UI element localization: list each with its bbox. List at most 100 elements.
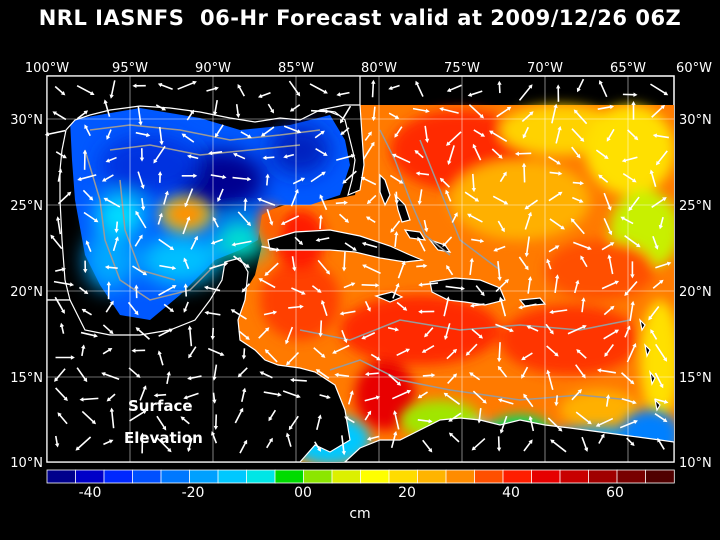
colorbar-swatch <box>616 469 647 484</box>
current-arrow-icon <box>232 176 252 182</box>
colorbar-tick-label: -40 <box>79 485 102 501</box>
current-arrow-icon <box>55 151 67 159</box>
current-arrow-icon <box>80 331 98 338</box>
current-arrow-icon <box>231 240 252 247</box>
current-arrow-icon <box>497 398 514 405</box>
current-arrow-icon <box>546 369 554 391</box>
current-arrow-icon <box>320 299 328 316</box>
current-arrow-icon <box>469 257 474 276</box>
current-arrow-icon <box>556 84 561 102</box>
current-arrow-icon <box>622 92 638 97</box>
current-arrow-icon <box>258 278 276 289</box>
current-arrow-icon <box>210 174 227 180</box>
current-arrow-icon <box>651 104 666 118</box>
current-arrow-icon <box>573 279 580 294</box>
colorbar-swatch <box>531 469 561 484</box>
current-arrow-icon <box>521 352 533 361</box>
current-arrow-icon <box>601 242 615 251</box>
colorbar-swatch <box>559 469 590 484</box>
current-arrow-icon <box>341 329 348 344</box>
current-arrow-icon <box>157 82 173 91</box>
colorbar-swatch <box>303 469 333 484</box>
current-arrow-icon <box>190 235 198 250</box>
current-arrow-icon <box>166 371 171 385</box>
current-arrow-icon <box>514 151 532 156</box>
current-arrow-icon <box>388 112 400 119</box>
current-arrow-icon <box>581 297 586 313</box>
current-arrow-icon <box>140 197 146 211</box>
lat-label-right: 25°N <box>679 199 712 214</box>
current-arrow-icon <box>183 392 199 400</box>
current-arrow-icon <box>521 111 534 123</box>
current-arrow-icon <box>181 173 198 178</box>
current-arrow-icon <box>340 105 352 124</box>
current-arrow-icon <box>603 192 612 211</box>
current-arrow-icon <box>127 301 139 316</box>
lon-label: 75°W <box>444 61 480 76</box>
current-arrow-icon <box>217 188 224 202</box>
colorbar-unit: cm <box>349 506 370 522</box>
current-arrow-icon <box>499 171 507 183</box>
current-arrow-icon <box>153 145 166 164</box>
current-arrow-icon <box>187 437 193 453</box>
current-arrow-icon <box>523 393 534 408</box>
current-arrow-icon <box>157 212 163 225</box>
map-label-surface: Surface <box>128 397 193 415</box>
colorbar-swatch <box>75 469 105 484</box>
map-label-elevation: Elevation <box>124 429 203 447</box>
lon-label: 60°W <box>676 61 712 76</box>
current-arrow-icon <box>213 414 219 430</box>
current-arrow-icon <box>424 125 430 143</box>
current-arrow-icon <box>446 348 458 360</box>
current-arrow-icon <box>82 149 88 170</box>
current-arrow-icon <box>112 236 119 252</box>
lon-label: 85°W <box>278 61 314 76</box>
current-arrow-icon <box>241 348 247 360</box>
current-arrow-icon <box>604 344 614 357</box>
current-arrow-icon <box>603 305 615 316</box>
current-arrow-icon <box>140 432 145 454</box>
colorbar-swatch <box>160 469 191 484</box>
current-arrow-icon <box>606 128 615 142</box>
current-arrow-icon <box>288 304 304 309</box>
current-arrow-icon <box>182 216 191 235</box>
colorbar-swatch <box>189 469 219 484</box>
current-arrow-icon <box>621 397 637 405</box>
current-arrow-icon <box>339 310 356 316</box>
colorbar-swatch <box>360 469 390 484</box>
current-arrow-icon <box>180 416 190 425</box>
current-arrow-icon <box>471 328 484 339</box>
current-arrow-icon <box>554 395 559 407</box>
current-arrow-icon <box>342 170 357 184</box>
current-arrow-icon <box>524 236 530 258</box>
current-arrow-icon <box>364 131 372 141</box>
current-arrow-icon <box>628 196 640 212</box>
current-arrow-icon <box>392 282 400 299</box>
current-arrow-icon <box>521 162 527 183</box>
current-arrow-icon <box>264 349 278 363</box>
current-arrow-icon <box>394 231 399 248</box>
current-arrow-icon <box>464 191 480 202</box>
current-arrow-icon <box>415 171 430 176</box>
current-arrow-icon <box>497 342 502 363</box>
current-arrow-icon <box>334 372 350 378</box>
current-arrow-icon <box>465 343 478 356</box>
current-arrow-icon <box>576 349 587 359</box>
current-arrow-icon <box>390 431 398 448</box>
current-arrow-icon <box>135 210 147 229</box>
current-arrow-icon <box>394 191 399 205</box>
current-arrow-icon <box>52 111 67 121</box>
current-arrow-icon <box>79 397 99 402</box>
current-arrow-icon <box>393 410 400 430</box>
current-arrow-icon <box>597 104 615 110</box>
colorbar-swatch <box>217 469 248 484</box>
current-arrow-icon <box>203 285 221 292</box>
current-arrow-icon <box>210 238 223 245</box>
lon-label: 70°W <box>527 61 563 76</box>
current-arrow-icon <box>234 407 244 424</box>
current-arrow-icon <box>655 261 672 269</box>
current-arrow-icon <box>310 171 326 183</box>
current-arrow-icon <box>598 80 608 98</box>
current-arrow-icon <box>318 214 323 229</box>
